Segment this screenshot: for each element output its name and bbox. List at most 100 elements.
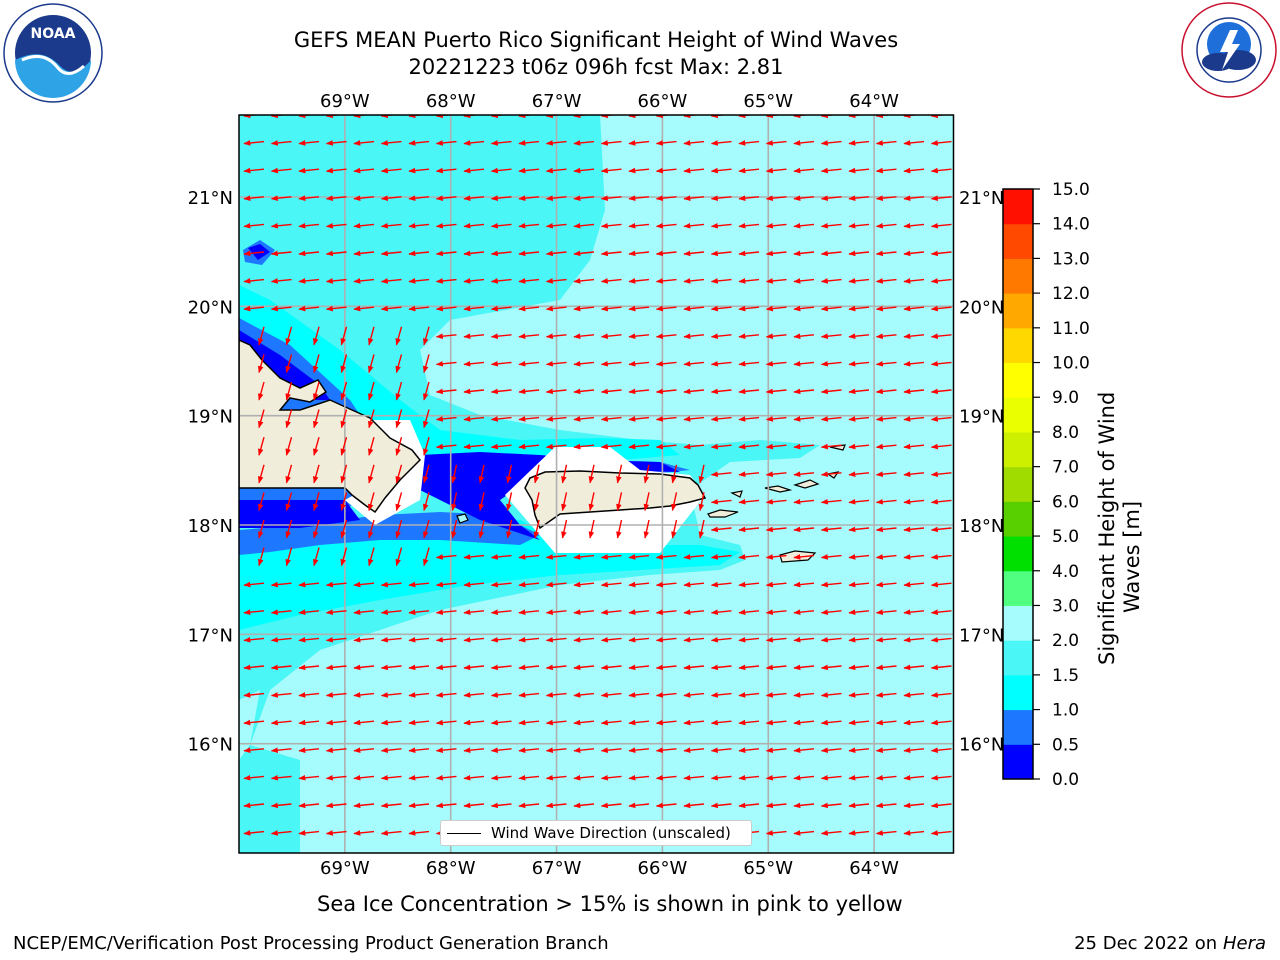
- wave-direction-arrow: [545, 278, 567, 284]
- wave-direction-arrow: [793, 333, 815, 339]
- wave-direction-arrow: [738, 747, 760, 753]
- wave-direction-arrow: [683, 360, 705, 367]
- wave-direction-arrow: [930, 305, 952, 312]
- wave-direction-arrow: [573, 443, 595, 450]
- wave-direction-arrow: [573, 692, 595, 698]
- colorbar-cell: [1003, 223, 1033, 259]
- lon-tick-label: 65°W: [743, 91, 793, 112]
- wave-direction-arrow: [463, 747, 485, 753]
- wave-direction-arrow: [298, 305, 320, 312]
- wave-direction-arrow: [930, 692, 952, 698]
- wave-direction-arrow: [325, 167, 347, 174]
- wave-direction-arrow: [600, 250, 622, 257]
- wave-direction-arrow: [463, 167, 485, 174]
- wave-direction-arrow: [545, 554, 567, 560]
- wave-direction-arrow: [243, 195, 265, 201]
- wave-direction-arrow: [793, 581, 815, 588]
- footer-machine: Hera: [1222, 933, 1266, 954]
- wave-direction-arrow: [325, 278, 347, 284]
- wave-direction-arrow: [380, 692, 402, 698]
- island-st-thomas: [764, 485, 793, 493]
- wave-direction-arrow: [628, 774, 650, 781]
- wave-direction-arrow: [738, 802, 760, 809]
- wave-direction-arrow: [903, 195, 925, 201]
- wave-direction-arrow: [683, 774, 705, 781]
- wave-direction-arrow: [765, 222, 787, 229]
- wave-direction-arrow: [903, 388, 925, 395]
- wave-direction-arrow: [875, 526, 897, 533]
- wave-direction-arrow: [710, 526, 732, 533]
- wave-direction-arrow: [765, 195, 787, 201]
- wave-direction-arrow: [875, 305, 897, 312]
- wave-direction-arrow: [490, 747, 512, 753]
- wave-direction-arrow: [765, 554, 787, 560]
- wave-direction-arrow: [875, 222, 897, 229]
- wave-direction-arrow: [545, 167, 567, 174]
- wave-direction-arrow: [875, 664, 897, 671]
- wave-direction-arrow: [325, 222, 347, 229]
- lon-tick-label: 67°W: [532, 858, 582, 879]
- wave-direction-arrow: [738, 333, 760, 339]
- wave-direction-arrow: [285, 492, 293, 512]
- wave-direction-arrow: [698, 519, 705, 539]
- wave-direction-arrow: [628, 609, 650, 615]
- wave-direction-arrow: [903, 498, 925, 505]
- wave-direction-arrow: [285, 381, 293, 401]
- wave-direction-arrow: [683, 140, 705, 146]
- wave-direction-arrow: [903, 278, 925, 284]
- wave-direction-arrow: [683, 802, 705, 809]
- wave-direction-arrow: [463, 636, 485, 643]
- wave-direction-arrow: [257, 464, 265, 484]
- wave-direction-arrow: [628, 278, 650, 284]
- wave-direction-arrow: [353, 830, 375, 836]
- lat-tick-label: 17°N: [188, 625, 233, 646]
- wave-direction-arrow: [738, 278, 760, 284]
- wave-direction-arrow: [490, 774, 512, 781]
- wave-direction-arrow: [903, 443, 925, 450]
- wave-direction-arrow: [257, 381, 265, 401]
- wave-direction-arrow: [600, 554, 622, 560]
- wave-direction-arrow: [600, 747, 622, 753]
- wave-direction-arrow: [628, 664, 650, 671]
- wave-direction-arrow: [903, 305, 925, 312]
- wave-direction-arrow: [257, 354, 265, 374]
- colorbar-tick-label: 10.0: [1052, 354, 1090, 374]
- wave-direction-arrow: [628, 195, 650, 201]
- wave-direction-arrow: [683, 581, 705, 588]
- colorbar-cell: [1003, 362, 1033, 398]
- wave-direction-arrow: [875, 830, 897, 836]
- wave-direction-arrow: [738, 498, 760, 505]
- wave-direction-arrow: [298, 222, 320, 229]
- wave-direction-arrow: [738, 140, 760, 146]
- wave-direction-arrow: [380, 581, 402, 588]
- colorbar-tick-label: 14.0: [1052, 215, 1090, 235]
- wave-direction-arrow: [793, 278, 815, 284]
- wave-direction-arrow: [628, 443, 650, 450]
- wave-direction-arrow: [478, 464, 485, 484]
- wave-direction-arrow: [671, 464, 678, 484]
- wave-direction-arrow: [325, 140, 347, 146]
- lon-tick-label: 64°W: [849, 91, 899, 112]
- wave-direction-arrow: [422, 381, 430, 401]
- wave-direction-arrow: [616, 519, 623, 539]
- wave-direction-arrow: [380, 830, 402, 836]
- wave-direction-arrow: [518, 581, 540, 588]
- wave-direction-arrow: [270, 719, 292, 726]
- wave-direction-arrow: [820, 692, 842, 698]
- wave-direction-arrow: [490, 278, 512, 284]
- wave-direction-arrow: [270, 636, 292, 643]
- noaa-logo-text: NOAA: [31, 26, 76, 42]
- wave-direction-arrow: [490, 719, 512, 726]
- wave-direction-arrow: [435, 747, 457, 753]
- wave-direction-arrow: [588, 519, 595, 539]
- wave-direction-arrow: [765, 526, 787, 533]
- wave-direction-arrow: [698, 492, 705, 512]
- wave-direction-arrow: [930, 664, 952, 671]
- wave-direction-arrow: [243, 636, 265, 643]
- wave-direction-arrow: [545, 747, 567, 753]
- wave-direction-arrow: [340, 464, 348, 484]
- colorbar-tick-label: 4.0: [1052, 562, 1079, 582]
- wave-direction-arrow: [820, 774, 842, 781]
- lon-tick-label: 68°W: [426, 858, 476, 879]
- wave-direction-arrow: [490, 140, 512, 146]
